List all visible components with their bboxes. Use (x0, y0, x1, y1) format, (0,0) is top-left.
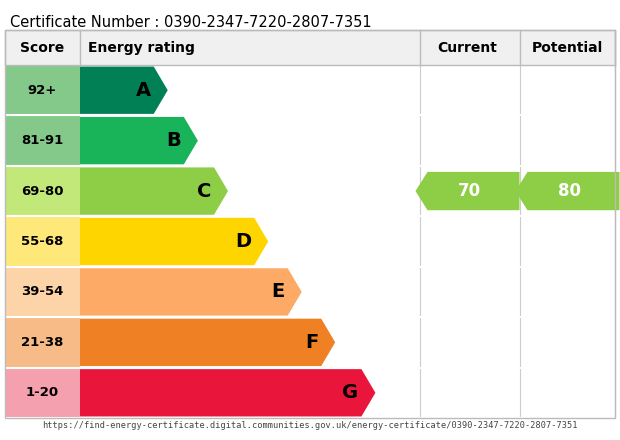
Text: 80: 80 (558, 182, 581, 200)
Text: F: F (305, 333, 318, 352)
Text: 81-91: 81-91 (21, 134, 64, 147)
Bar (5, 216, 80, 267)
Polygon shape (415, 172, 520, 210)
Text: G: G (342, 383, 358, 402)
Text: Certificate Number : 0390-2347-7220-2807-7351: Certificate Number : 0390-2347-7220-2807… (10, 15, 371, 30)
Text: Potential: Potential (532, 40, 603, 55)
Text: A: A (136, 81, 151, 100)
Text: https://find-energy-certificate.digital.communities.gov.uk/energy-certificate/03: https://find-energy-certificate.digital.… (42, 421, 578, 430)
Polygon shape (80, 218, 268, 265)
Text: 69-80: 69-80 (21, 184, 64, 198)
Text: 92+: 92+ (28, 84, 57, 97)
Text: Score: Score (20, 40, 64, 55)
Polygon shape (80, 117, 198, 165)
Text: E: E (272, 282, 285, 301)
Bar (5, 30, 615, 418)
Text: B: B (166, 131, 181, 150)
Bar (80, 115, 615, 166)
Bar (80, 367, 615, 418)
Polygon shape (80, 167, 228, 215)
Polygon shape (80, 66, 167, 114)
Bar (5, 317, 80, 367)
Bar (80, 317, 615, 367)
Text: C: C (197, 182, 211, 201)
Bar (80, 216, 615, 267)
Polygon shape (80, 319, 335, 366)
Text: 21-38: 21-38 (21, 336, 64, 349)
Polygon shape (80, 369, 375, 417)
Text: 55-68: 55-68 (21, 235, 64, 248)
Polygon shape (80, 268, 302, 315)
Text: 39-54: 39-54 (21, 286, 64, 298)
Bar (5, 115, 80, 166)
Bar (80, 65, 615, 115)
Bar (5, 65, 80, 115)
Text: D: D (235, 232, 251, 251)
Bar (5, 367, 80, 418)
Text: Energy rating: Energy rating (88, 40, 195, 55)
Bar (80, 267, 615, 317)
Text: Current: Current (438, 40, 497, 55)
Text: 1-20: 1-20 (26, 386, 59, 399)
Bar (5, 166, 80, 216)
Bar (5, 267, 80, 317)
Bar (80, 166, 615, 216)
Bar (5, 30, 615, 65)
Polygon shape (515, 172, 619, 210)
Text: 70: 70 (458, 182, 481, 200)
